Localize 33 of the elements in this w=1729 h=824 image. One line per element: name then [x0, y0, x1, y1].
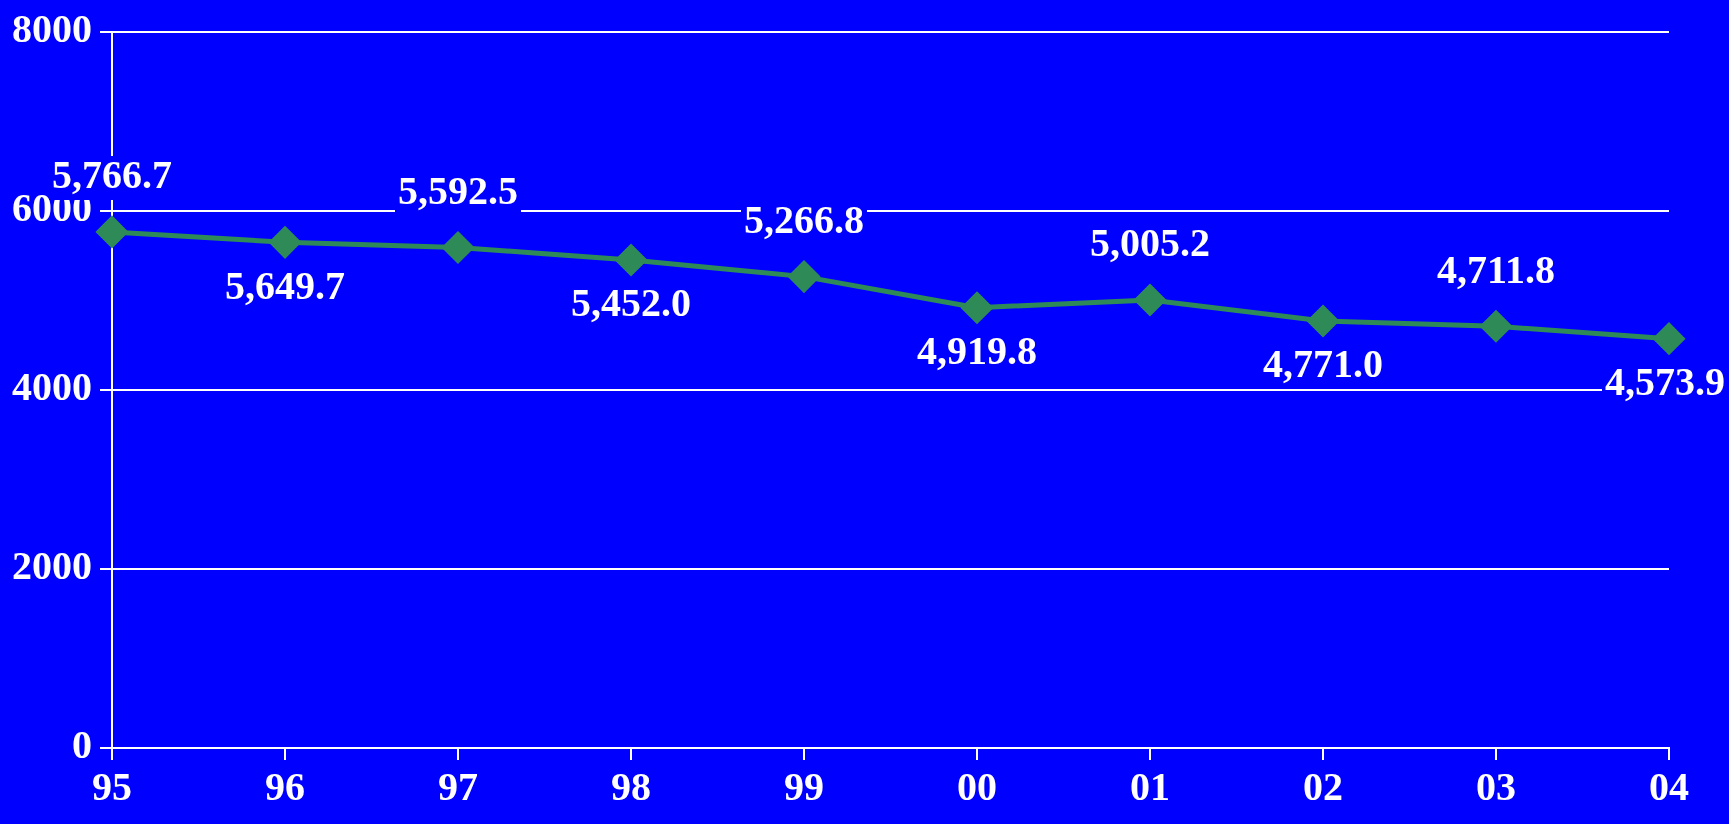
x-tick-label: 01 [1130, 764, 1170, 810]
x-tick-label: 99 [784, 764, 824, 810]
text: 4,771.0 [1263, 341, 1383, 387]
y-tick-label: 4000 [12, 364, 92, 410]
text: 5,592.5 [398, 167, 518, 213]
y-tick-label: 2000 [12, 543, 92, 589]
x-tick-label: 03 [1476, 764, 1516, 810]
point [615, 244, 647, 276]
point [96, 216, 128, 248]
point [961, 292, 993, 324]
point [1134, 284, 1166, 316]
x-tick-label: 00 [957, 764, 997, 810]
y-tick-label: 8000 [12, 6, 92, 52]
text: 5,266.8 [744, 196, 864, 242]
text: 4,573.9 [1605, 358, 1725, 404]
point [269, 226, 301, 258]
x-tick-label: 95 [92, 764, 132, 810]
point [1480, 310, 1512, 342]
point [1653, 323, 1685, 355]
x-tick-label: 98 [611, 764, 651, 810]
x-tick-label: 97 [438, 764, 478, 810]
x-tick-label: 02 [1303, 764, 1343, 810]
text: 4,711.8 [1437, 246, 1555, 292]
y-tick-label: 0 [72, 722, 92, 768]
text: 5,649.7 [225, 262, 345, 308]
x-tick-label: 04 [1649, 764, 1689, 810]
point [442, 231, 474, 263]
x-tick-label: 96 [265, 764, 305, 810]
text: 5,005.2 [1090, 220, 1210, 266]
point [1307, 305, 1339, 337]
text: 5,452.0 [571, 280, 691, 326]
text: 4,919.8 [917, 328, 1037, 374]
point [788, 261, 820, 293]
